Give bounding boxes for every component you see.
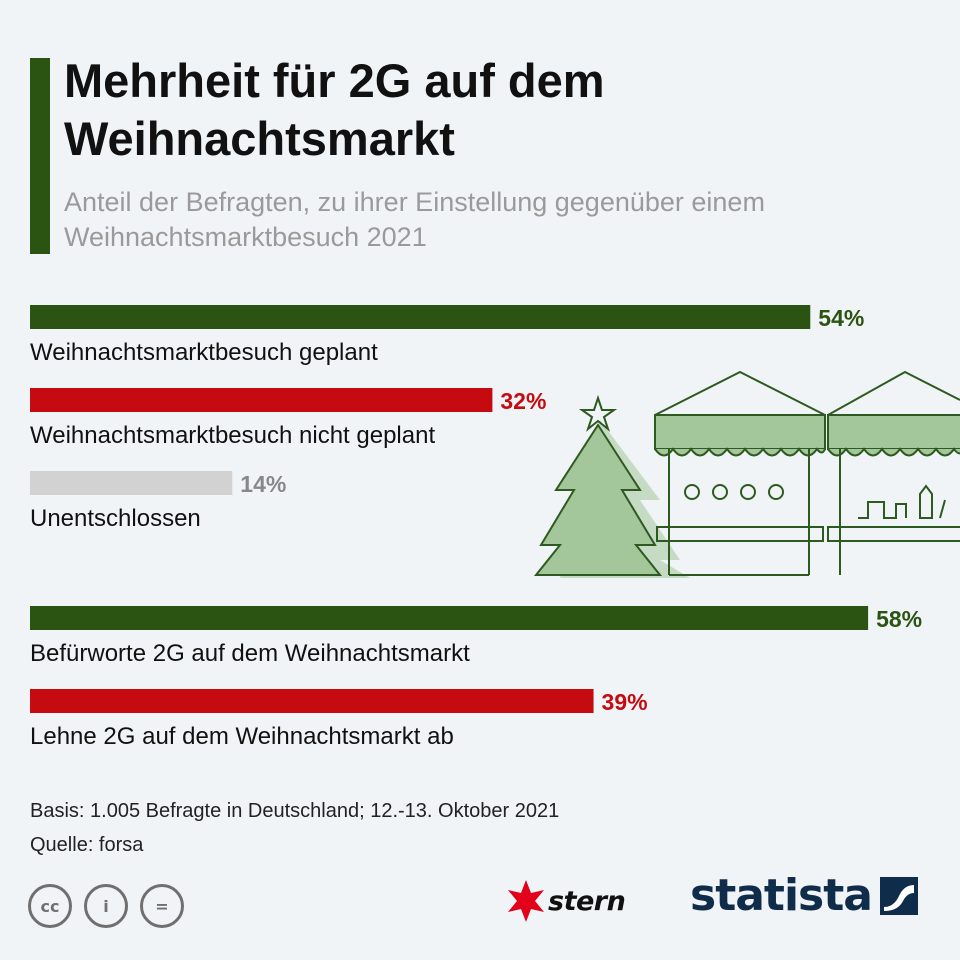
license-icons: cc i = bbox=[28, 884, 184, 928]
bar-1 bbox=[30, 305, 811, 329]
bar-5 bbox=[30, 689, 594, 713]
statista-logo[interactable]: statista bbox=[690, 870, 918, 921]
bar-value-label: 14% bbox=[240, 471, 286, 497]
bar-category-label: Befürworte 2G auf dem Weihnachtsmarkt bbox=[30, 640, 470, 667]
bar-category-label: Unentschlossen bbox=[30, 505, 201, 532]
chart-title: Mehrheit für 2G auf dem Weihnachtsmarkt bbox=[64, 54, 605, 165]
bar-3 bbox=[30, 471, 233, 495]
no-derivatives-icon[interactable]: = bbox=[140, 884, 184, 928]
bar-value-label: 39% bbox=[602, 689, 648, 715]
statista-mark-icon bbox=[879, 876, 918, 915]
market-stall-icon bbox=[827, 370, 960, 575]
cc-icon[interactable]: cc bbox=[28, 884, 72, 928]
bar-2 bbox=[30, 388, 493, 412]
bar-category-label: Weihnachtsmarktbesuch nicht geplant bbox=[30, 422, 435, 449]
bar-category-label: Lehne 2G auf dem Weihnachtsmarkt ab bbox=[30, 723, 454, 750]
statista-logo-text: statista bbox=[690, 870, 873, 921]
christmas-market-illustration bbox=[533, 370, 960, 578]
market-stall-icon bbox=[654, 370, 826, 576]
bar-category-label: Weihnachtsmarktbesuch geplant bbox=[30, 339, 378, 366]
title-accent-bar bbox=[30, 58, 50, 254]
bar-value-label: 54% bbox=[818, 305, 864, 331]
footer-source: Quelle: forsa bbox=[30, 834, 144, 856]
stern-logo-text: stern bbox=[548, 885, 626, 917]
stern-logo[interactable]: stern bbox=[506, 878, 626, 924]
bars-group: 54% Weihnachtsmarktbesuch geplant 32% Weihn… bbox=[30, 305, 922, 750]
chart-subtitle: Anteil der Befragten, zu ihrer Einstellu… bbox=[64, 187, 765, 252]
christmas-tree-icon bbox=[533, 423, 663, 576]
bar-4 bbox=[30, 606, 869, 630]
bar-value-label: 32% bbox=[500, 388, 546, 414]
attribution-icon[interactable]: i bbox=[84, 884, 128, 928]
footer-basis: Basis: 1.005 Befragte in Deutschland; 12… bbox=[30, 800, 560, 822]
bar-value-label: 58% bbox=[876, 606, 922, 632]
star-icon bbox=[578, 394, 618, 432]
stern-star-icon bbox=[508, 880, 544, 922]
